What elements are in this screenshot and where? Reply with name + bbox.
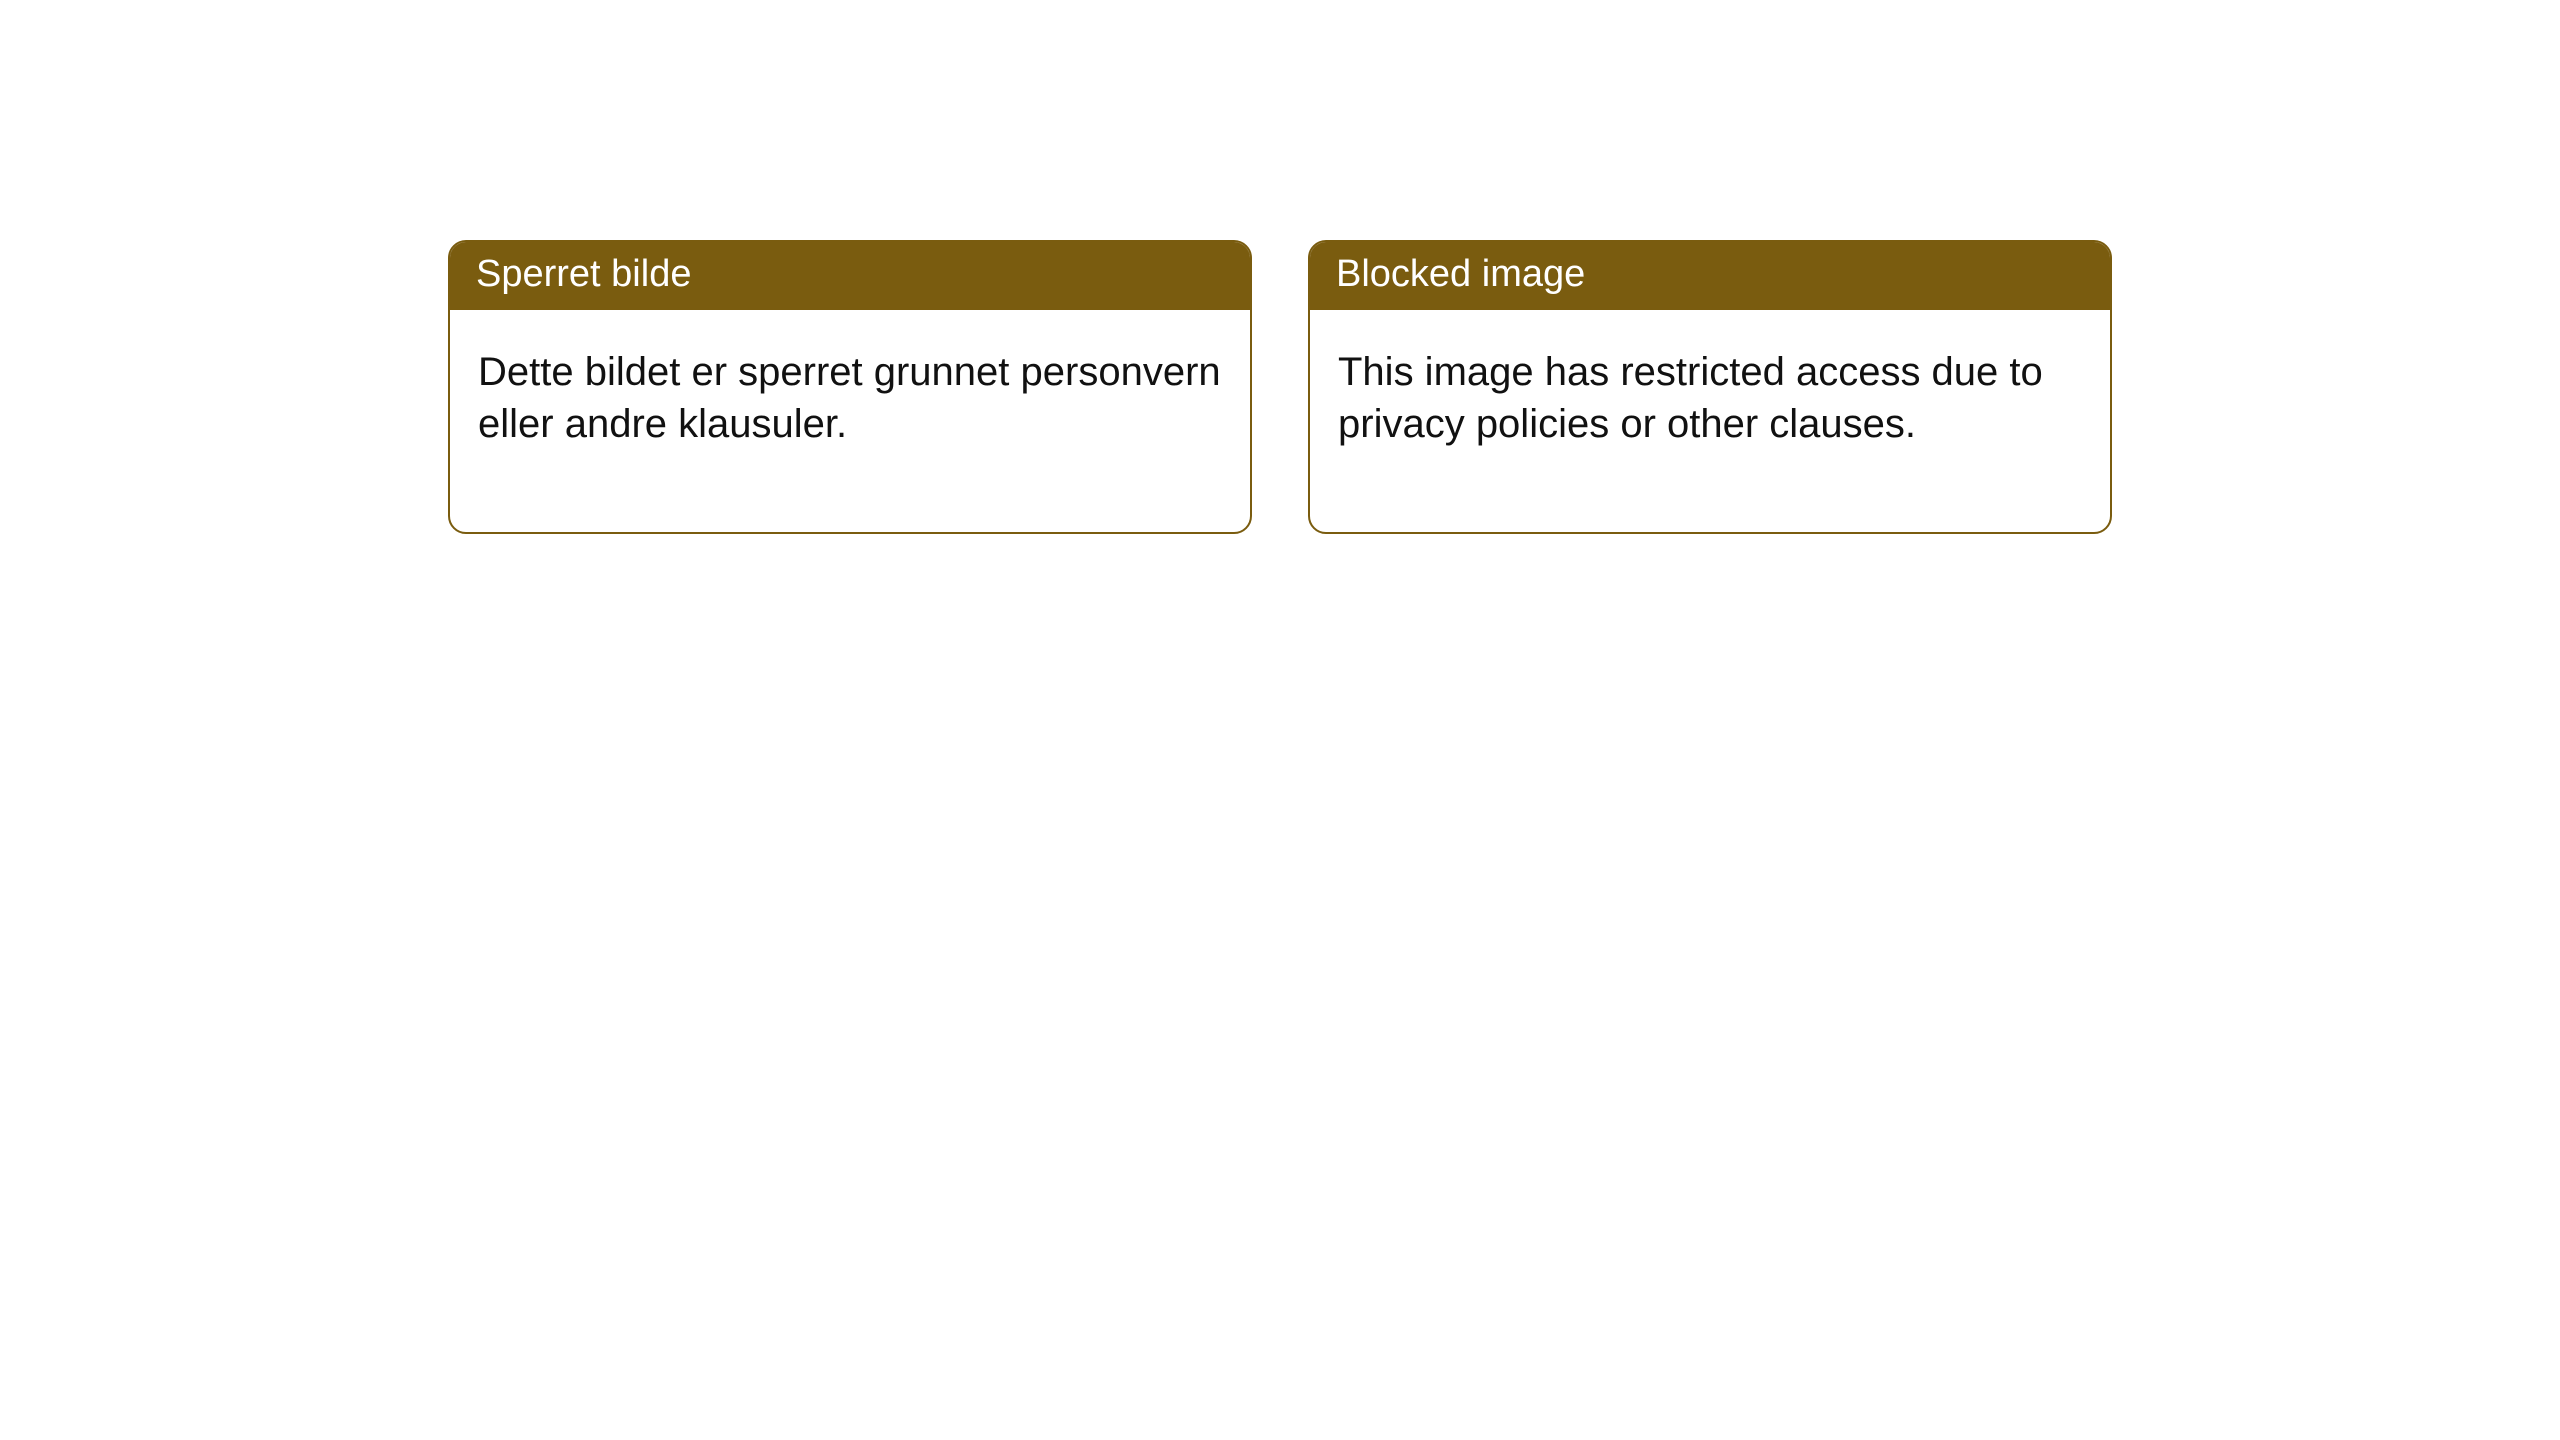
- notice-container: Sperret bilde Dette bildet er sperret gr…: [0, 0, 2560, 534]
- notice-body-norwegian: Dette bildet er sperret grunnet personve…: [450, 310, 1250, 532]
- notice-card-norwegian: Sperret bilde Dette bildet er sperret gr…: [448, 240, 1252, 534]
- notice-card-english: Blocked image This image has restricted …: [1308, 240, 2112, 534]
- notice-body-english: This image has restricted access due to …: [1310, 310, 2110, 532]
- notice-title-english: Blocked image: [1310, 242, 2110, 310]
- notice-title-norwegian: Sperret bilde: [450, 242, 1250, 310]
